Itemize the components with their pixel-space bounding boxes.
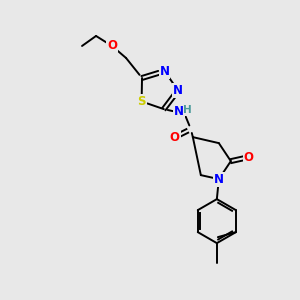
Text: N: N [173,84,183,97]
Text: H: H [184,105,192,115]
Text: N: N [174,105,184,118]
Text: O: O [107,40,117,52]
Text: S: S [137,95,146,108]
Text: O: O [244,151,254,164]
Text: N: N [214,172,224,186]
Text: N: N [160,64,170,78]
Text: O: O [170,130,180,144]
